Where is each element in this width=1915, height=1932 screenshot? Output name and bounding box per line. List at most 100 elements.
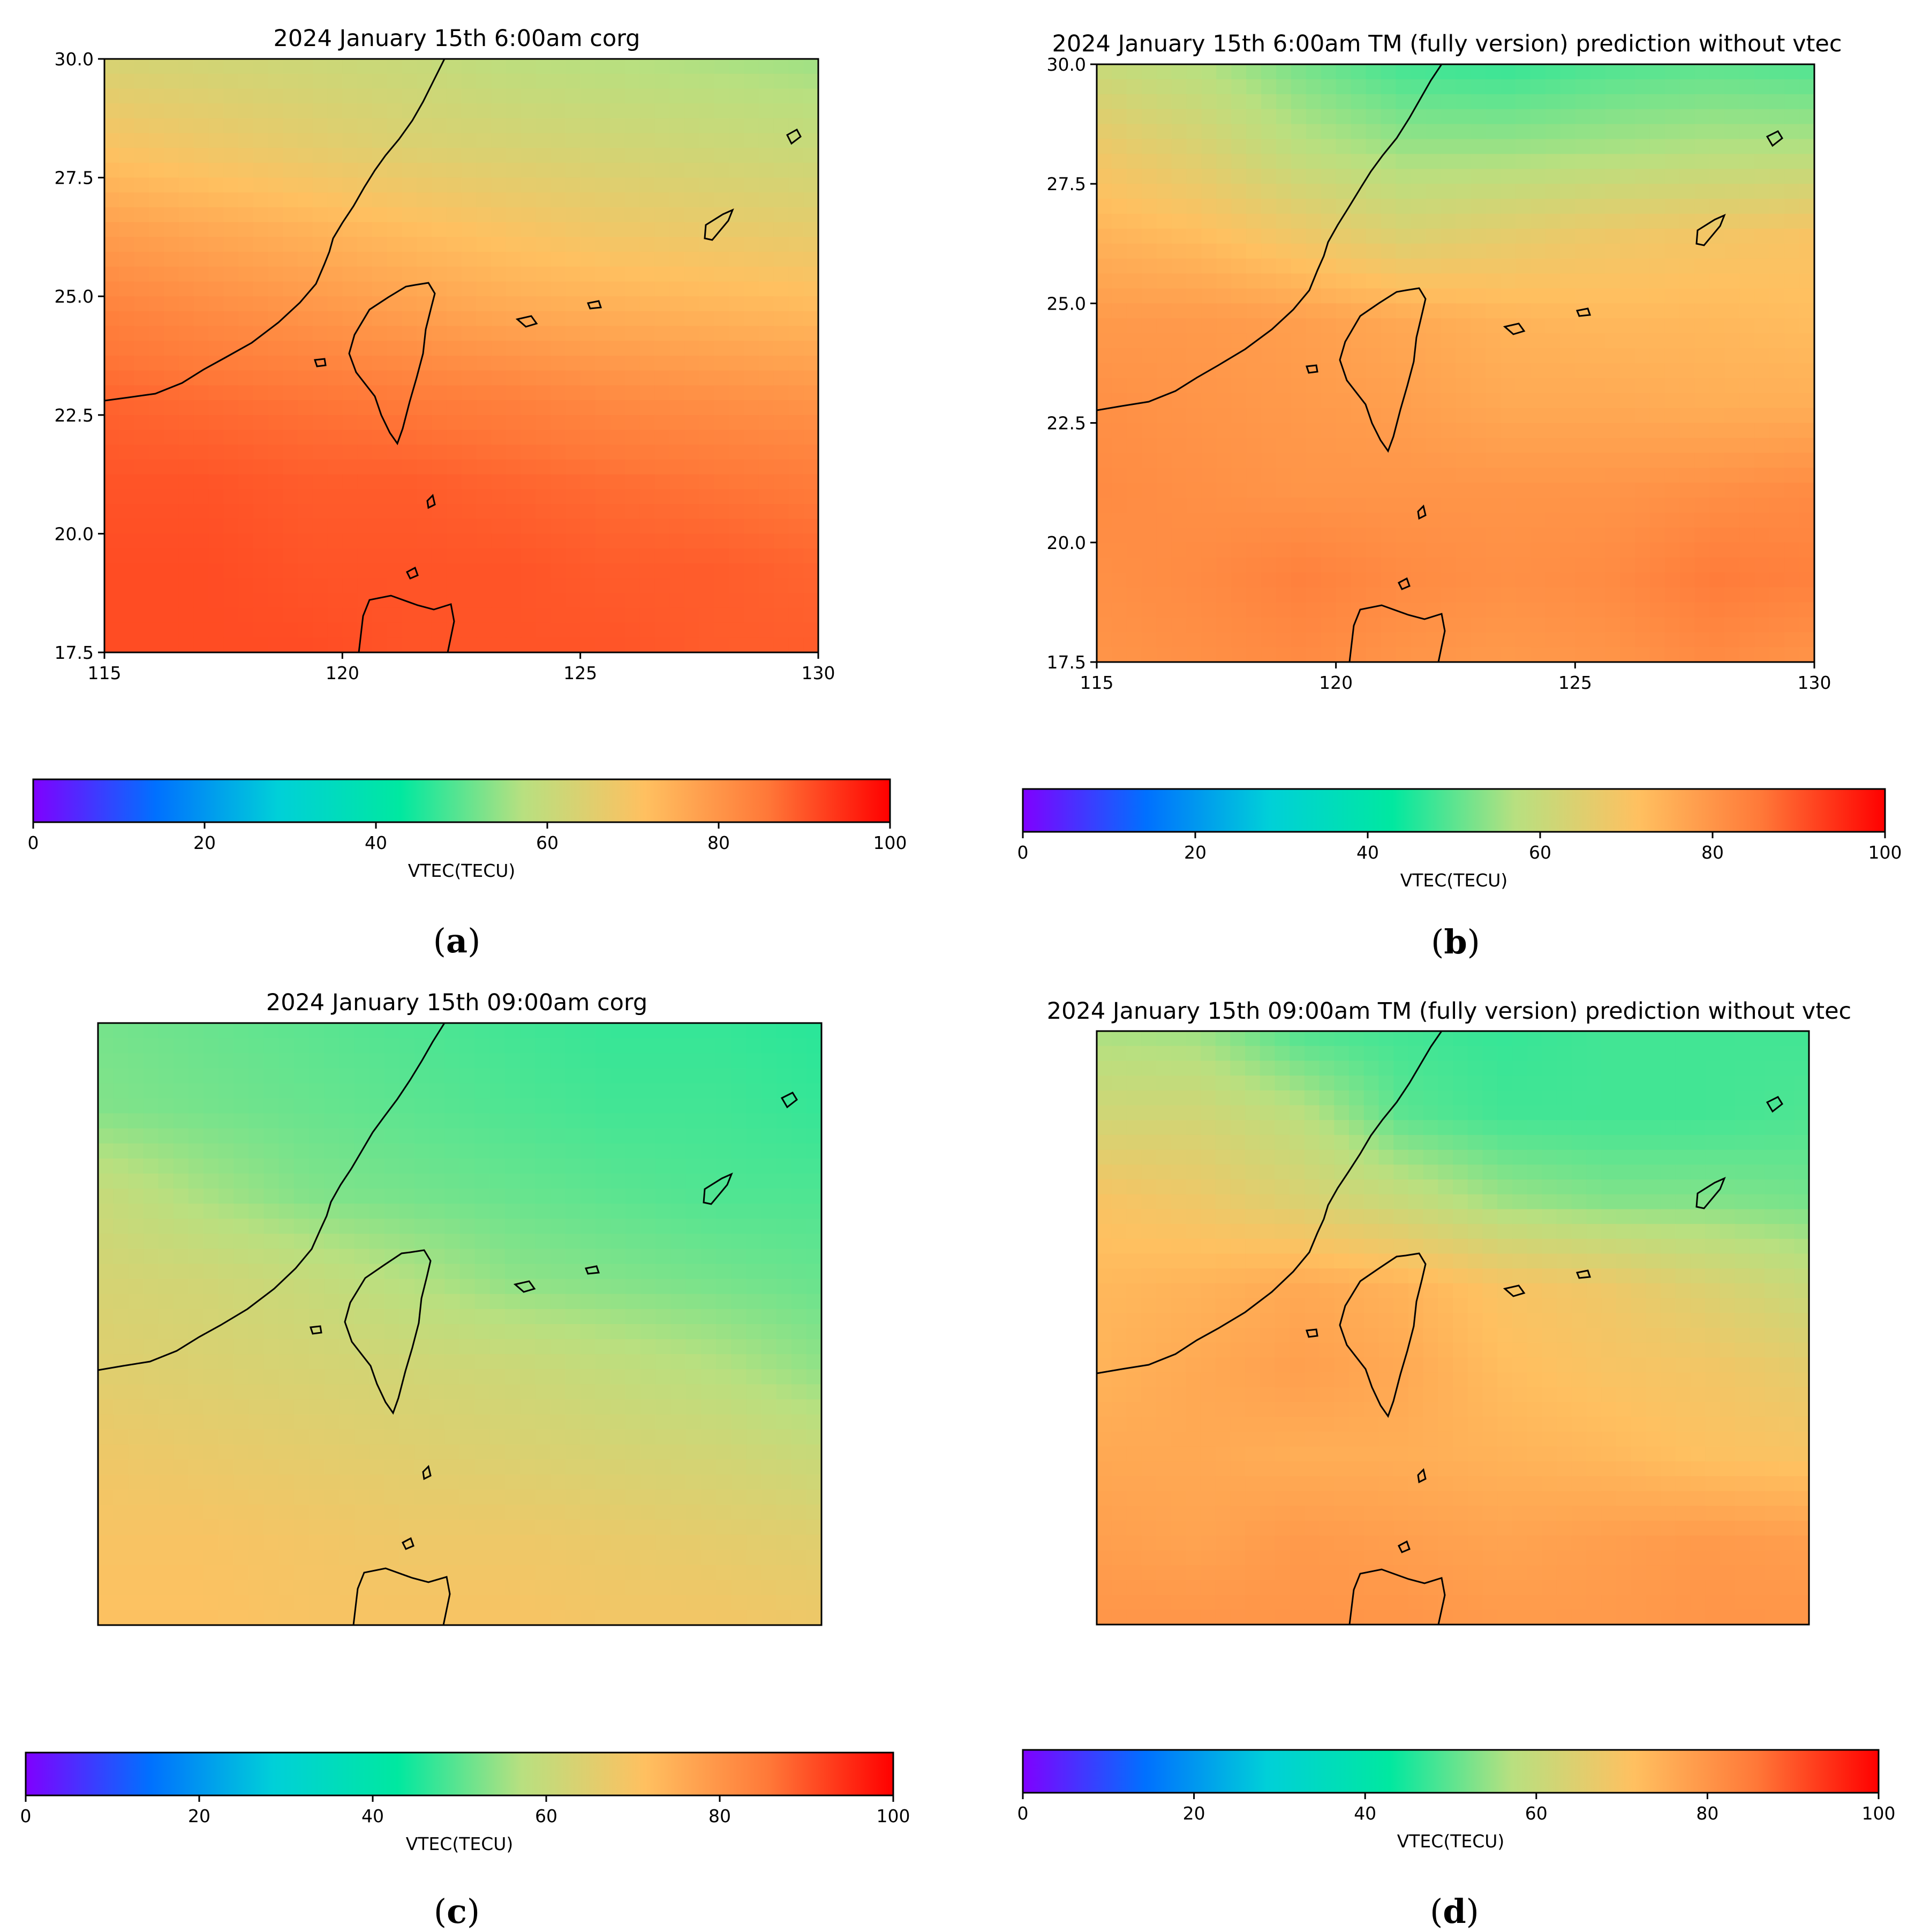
heatmap-cell [1321,602,1337,618]
heatmap-cell [429,1158,446,1174]
heatmap-cell [354,1204,370,1220]
heatmap-cell [1530,109,1546,125]
heatmap-cell [1141,632,1157,648]
heatmap-cell [565,222,581,238]
heatmap-cell [1799,124,1814,140]
heatmap-cell [1635,378,1650,394]
heatmap-cell [1216,617,1232,633]
heatmap-cell [113,1294,129,1310]
heatmap-cell [550,1113,566,1129]
heatmap-cell [639,237,655,252]
heatmap-cell [1291,124,1307,140]
heatmap-cell [1620,333,1635,349]
heatmap-cell [595,548,611,564]
heatmap-cell [339,1294,355,1310]
heatmap-cell [700,1234,717,1250]
heatmap-cell [354,1234,370,1250]
heatmap-cell [461,118,477,134]
heatmap-cell [113,1143,129,1159]
heatmap-cell [1649,527,1665,543]
heatmap-cell [1291,423,1307,439]
heatmap-cell [431,578,447,593]
heatmap-cell [402,192,417,208]
heatmap-cell [387,222,403,238]
heatmap-cell [580,593,596,608]
heatmap-cell [639,370,655,386]
heatmap-cell [669,370,685,386]
heatmap-cell [551,237,566,252]
heatmap-cell [1201,468,1217,483]
heatmap-cell [283,118,298,134]
heatmap-cell [654,518,670,535]
heatmap-cell [312,578,328,593]
heatmap-cell [625,1249,642,1265]
heatmap-cell [164,356,179,371]
heatmap-cell [731,1309,747,1325]
heatmap-cell [384,1053,400,1069]
heatmap-cell [298,445,313,460]
heatmap-cell [1141,438,1157,454]
heatmap-cell [714,370,730,386]
heatmap-cell [625,1128,642,1144]
heatmap-cell [1739,483,1755,498]
heatmap-cell [128,1038,144,1054]
heatmap-cell [654,118,670,134]
heatmap-cell [1620,199,1635,214]
heatmap-cell [444,1068,461,1084]
heatmap-cell [193,459,209,475]
heatmap-cell [610,1053,626,1069]
heatmap-cell [700,1324,717,1340]
heatmap-cell [1246,243,1262,259]
heatmap-cell [788,222,804,238]
heatmap-cell [238,474,254,490]
heatmap-cell [685,1279,702,1295]
heatmap-cell [164,622,179,638]
heatmap-cell [580,518,596,535]
heatmap-cell [354,1324,370,1340]
heatmap-cell [1560,94,1576,110]
heatmap-cell [700,1053,717,1069]
heatmap-cell [1530,498,1546,513]
heatmap-cell [134,563,150,579]
heatmap-cell [1351,333,1367,349]
heatmap-cell [536,593,551,608]
heatmap-cell [387,88,403,104]
heatmap-cell [1186,393,1202,409]
heatmap-cell [669,88,685,104]
heatmap-cell [1709,303,1725,319]
heatmap-cell [1381,348,1397,364]
heatmap-cell [444,1128,461,1144]
heatmap-cell [1694,498,1710,513]
heatmap-cell [625,1098,642,1114]
heatmap-cell [446,73,462,89]
heatmap-cell [610,1309,626,1325]
heatmap-cell [1411,333,1426,349]
heatmap-cell [248,1083,265,1099]
heatmap-cell [193,578,209,593]
heatmap-cell [715,1083,732,1099]
heatmap-cell [1141,468,1157,483]
heatmap-cell [1351,243,1367,259]
heatmap-cell [654,237,670,252]
heatmap-cell [238,415,254,431]
heatmap-cell [188,1294,204,1310]
heatmap-cell [1500,363,1516,379]
heatmap-cell [476,162,492,178]
heatmap-cell [1560,542,1576,558]
heatmap-cell [1799,64,1814,80]
heatmap-cell [1336,184,1352,199]
heatmap-cell [1664,557,1680,573]
heatmap-cell [595,1158,611,1174]
heatmap-cell [1709,408,1725,424]
heatmap-cell [149,311,164,327]
heatmap-cell [1291,572,1307,588]
heatmap-cell [1366,243,1382,259]
heatmap-cell [1396,109,1412,125]
heatmap-cell [193,177,209,193]
heatmap-cell [208,252,224,267]
heatmap-cell [1620,632,1635,648]
heatmap-cell [746,1204,762,1220]
heatmap-cell [1351,79,1367,95]
heatmap-cell [1620,214,1635,229]
heatmap-cell [803,533,818,549]
